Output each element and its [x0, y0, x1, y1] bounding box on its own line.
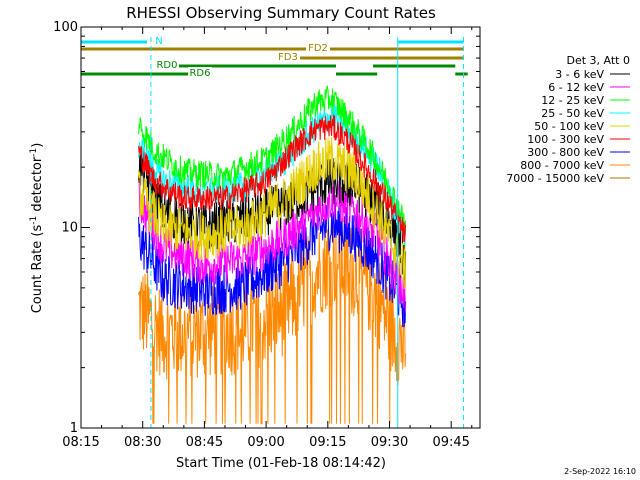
series-line-6-12-keV: [138, 177, 407, 314]
legend-label-8: 7000 - 15000 keV: [506, 172, 604, 185]
series-line-50-100-keV: [138, 137, 407, 290]
x-axis-label: Start Time (01-Feb-18 08:14:42): [176, 456, 386, 471]
flag-label-fd3: FD3: [278, 52, 298, 63]
y-tick-label-2: 100: [53, 20, 78, 35]
flag-label-bg-fd2: [306, 42, 330, 53]
footer-timestamp: 2-Sep-2022 16:10: [564, 467, 636, 476]
y-axis-label-part1: Count Rate (s: [30, 225, 45, 314]
series-layer: [138, 85, 407, 425]
y-axis-label-sup2: -1: [29, 148, 39, 157]
legend-label-4: 50 - 100 keV: [534, 120, 604, 133]
x-tick-label-5: 09:30: [371, 435, 408, 450]
legend-label-5: 100 - 300 keV: [527, 133, 604, 146]
legend-label-7: 800 - 7000 keV: [520, 159, 604, 172]
chart-title: RHESSI Observing Summary Count Rates: [126, 4, 436, 22]
x-tick-label-4: 09:15: [309, 435, 346, 450]
flag-label-bg-fd3: [276, 51, 300, 62]
series-line-800-7000-keV: [138, 218, 407, 425]
y-tick-label-1: 10: [61, 221, 78, 236]
x-tick-label-1: 08:30: [124, 435, 161, 450]
flag-label-bg-rd6: [188, 67, 212, 78]
legend-label-0: 3 - 6 keV: [555, 68, 604, 81]
legend-label-3: 25 - 50 keV: [541, 107, 604, 120]
y-axis-label-part3: ): [30, 143, 45, 148]
flag-label-bg-n: [147, 35, 171, 46]
series-line-12-25-keV: [138, 85, 407, 232]
series-line-300-800-keV: [138, 201, 407, 328]
x-tick-label-3: 09:00: [247, 435, 284, 450]
y-tick-label-0: 1: [70, 421, 78, 436]
legend-header: Det 3, Att 0: [567, 54, 631, 67]
flag-bars: N FD2 FD3 RD0 RD6: [81, 35, 468, 79]
series-line-100-300-keV: [138, 114, 407, 243]
time-markers: [150, 37, 465, 428]
axes: 08:15 08:30 08:45 09:00 09:15 09:30 09:45 1 10 10…: [53, 20, 480, 450]
y-axis-label-sup1: -1: [29, 216, 39, 225]
flag-label-n: N: [155, 36, 162, 47]
legend-label-6: 300 - 800 keV: [527, 146, 604, 159]
y-axis-label-part2: detector: [30, 156, 45, 216]
x-tick-label-6: 09:45: [432, 435, 469, 450]
x-tick-label-2: 08:45: [186, 435, 223, 450]
flag-label-bg-rd0: [155, 59, 179, 70]
flag-label-rd0: RD0: [156, 60, 177, 71]
flag-label-rd6: RD6: [189, 68, 210, 79]
x-tick-label-0: 08:15: [62, 435, 99, 450]
legend-label-2: 12 - 25 keV: [541, 94, 604, 107]
flag-label-fd2: FD2: [308, 43, 328, 54]
legend-label-1: 6 - 12 keV: [548, 81, 604, 94]
y-axis-label: Count Rate (s-1 detector-1): [29, 143, 45, 314]
